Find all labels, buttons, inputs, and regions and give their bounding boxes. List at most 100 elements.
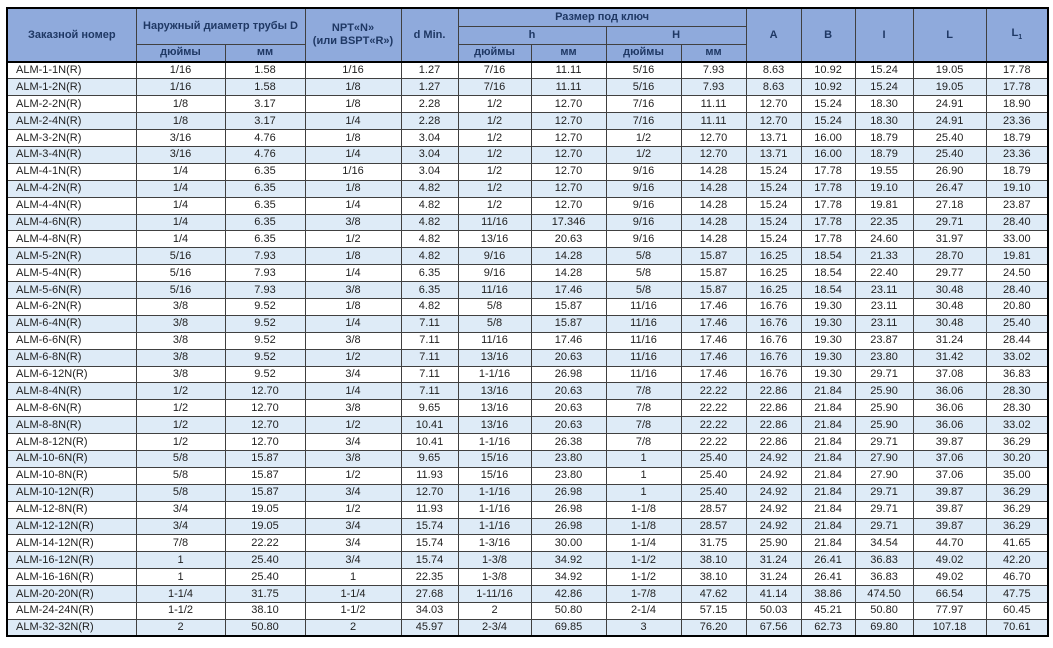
table-cell: 1-1/2 bbox=[135, 602, 226, 620]
table-cell: 5/16 bbox=[605, 61, 682, 80]
table-cell: 20.63 bbox=[530, 382, 607, 401]
table-cell: 11/16 bbox=[605, 314, 682, 333]
table-cell: 1-1/2 bbox=[304, 602, 402, 620]
table-cell: 30.48 bbox=[912, 297, 987, 316]
table-cell: 19.05 bbox=[224, 517, 306, 536]
table-cell: 17.78 bbox=[800, 196, 856, 215]
table-cell: 18.79 bbox=[985, 129, 1049, 147]
table-cell: 19.30 bbox=[800, 297, 856, 316]
table-cell: 1-3/8 bbox=[457, 568, 532, 587]
table-cell: 67.56 bbox=[745, 618, 802, 637]
table-cell: 14.28 bbox=[530, 247, 607, 266]
table-cell: 50.80 bbox=[854, 602, 914, 620]
table-row: ALM-3-4N(R) 3/16 4.76 1/4 3.04 1/2 12.70 1/2 12.… bbox=[6, 145, 1049, 164]
table-cell: 9.65 bbox=[400, 399, 459, 418]
table-cell: 16.25 bbox=[745, 264, 802, 283]
table-cell: 31.24 bbox=[745, 551, 802, 570]
table-row: ALM-12-12N(R) 3/4 19.05 3/4 15.74 1-1/16 26.98… bbox=[6, 517, 1049, 536]
table-cell: 19.10 bbox=[854, 179, 914, 198]
header-h-inches: дюймы bbox=[457, 43, 532, 63]
order-number-cell: ALM-6-2N(R) bbox=[6, 297, 137, 316]
table-cell: 12.70 bbox=[400, 483, 459, 502]
table-cell: 17.46 bbox=[680, 365, 747, 384]
order-number-cell: ALM-8-6N(R) bbox=[6, 399, 137, 418]
table-cell: 20.80 bbox=[985, 297, 1049, 316]
table-cell: 14.28 bbox=[530, 264, 607, 283]
table-cell: 39.87 bbox=[912, 500, 987, 519]
table-cell: 25.40 bbox=[985, 314, 1049, 333]
table-cell: 1-1/16 bbox=[457, 517, 532, 536]
table-cell: 15.87 bbox=[680, 281, 747, 299]
table-cell: 18.54 bbox=[800, 264, 856, 283]
table-cell: 50.80 bbox=[224, 618, 306, 637]
table-cell: 1/2 bbox=[304, 230, 402, 249]
table-cell: 3/8 bbox=[135, 314, 226, 333]
table-cell: 10.92 bbox=[800, 61, 856, 80]
table-cell: 1/2 bbox=[457, 162, 532, 181]
table-cell: 15.24 bbox=[800, 112, 856, 131]
table-cell: 36.29 bbox=[985, 517, 1049, 536]
fitting-dimensions-table: Заказной номер Наружный диаметр трубы D … bbox=[6, 7, 1050, 638]
table-cell: 25.40 bbox=[680, 449, 747, 468]
table-cell: 24.92 bbox=[745, 517, 802, 536]
table-cell: 25.90 bbox=[745, 534, 802, 553]
table-cell: 7/8 bbox=[605, 433, 682, 451]
table-row: ALM-24-24N(R) 1-1/2 38.10 1-1/2 34.03 2 50.80 2… bbox=[6, 602, 1049, 620]
table-cell: 107.18 bbox=[912, 618, 987, 637]
table-cell: 25.40 bbox=[224, 568, 306, 587]
table-cell: 7.11 bbox=[400, 348, 459, 367]
table-cell: 3/16 bbox=[135, 145, 226, 164]
table-cell: 12.70 bbox=[224, 433, 306, 451]
table-cell: 19.55 bbox=[854, 162, 914, 181]
table-cell: 4.82 bbox=[400, 230, 459, 249]
table-cell: 26.47 bbox=[912, 179, 987, 198]
table-cell: 19.05 bbox=[224, 500, 306, 519]
table-cell: 29.71 bbox=[854, 365, 914, 384]
table-cell: 27.68 bbox=[400, 585, 459, 603]
table-cell: 66.54 bbox=[912, 585, 987, 603]
table-cell: 31.24 bbox=[745, 568, 802, 587]
table-row: ALM-1-1N(R) 1/16 1.58 1/16 1.27 7/16 11.11 5/16… bbox=[6, 61, 1049, 80]
table-cell: 30.20 bbox=[985, 449, 1049, 468]
header-h-mm: мм bbox=[530, 43, 607, 63]
table-cell: 29.71 bbox=[854, 483, 914, 502]
table-cell: 1 bbox=[605, 483, 682, 502]
table-cell: 9.52 bbox=[224, 365, 306, 384]
table-cell: 36.06 bbox=[912, 399, 987, 418]
table-cell: 7.11 bbox=[400, 382, 459, 401]
table-cell: 27.90 bbox=[854, 449, 914, 468]
table-cell: 31.75 bbox=[224, 585, 306, 603]
table-cell: 15.87 bbox=[224, 449, 306, 468]
table-cell: 12.70 bbox=[224, 399, 306, 418]
order-number-cell: ALM-4-6N(R) bbox=[6, 213, 137, 232]
table-cell: 10.41 bbox=[400, 433, 459, 451]
table-cell: 30.00 bbox=[530, 534, 607, 553]
table-cell: 38.10 bbox=[224, 602, 306, 620]
table-header: Заказной номер Наружный диаметр трубы D … bbox=[6, 7, 1049, 63]
header-row-1: Заказной номер Наружный диаметр трубы D … bbox=[6, 7, 1049, 63]
table-cell: 41.14 bbox=[745, 585, 802, 603]
table-cell: 23.11 bbox=[854, 297, 914, 316]
table-cell: 39.87 bbox=[912, 483, 987, 502]
table-cell: 5/8 bbox=[605, 247, 682, 266]
table-cell: 38.10 bbox=[680, 551, 747, 570]
table-cell: 25.40 bbox=[912, 129, 987, 147]
table-cell: 7/16 bbox=[457, 61, 532, 80]
table-row: ALM-32-32N(R) 2 50.80 2 45.97 2-3/4 69.85 3 76.2… bbox=[6, 618, 1049, 637]
table-cell: 1-7/8 bbox=[605, 585, 682, 603]
table-cell: 22.22 bbox=[680, 399, 747, 418]
table-cell: 10.92 bbox=[800, 78, 856, 97]
table-cell: 1 bbox=[304, 568, 402, 587]
order-number-cell: ALM-4-4N(R) bbox=[6, 196, 137, 215]
table-cell: 21.84 bbox=[800, 517, 856, 536]
table-cell: 12.70 bbox=[680, 145, 747, 164]
table-cell: 27.90 bbox=[854, 466, 914, 485]
table-cell: 24.50 bbox=[985, 264, 1049, 283]
table-cell: 36.83 bbox=[854, 551, 914, 570]
table-cell: 4.82 bbox=[400, 179, 459, 198]
table-cell: 25.40 bbox=[224, 551, 306, 570]
table-cell: 17.46 bbox=[680, 348, 747, 367]
table-cell: 9.52 bbox=[224, 331, 306, 350]
table-cell: 1/8 bbox=[304, 179, 402, 198]
table-cell: 15.87 bbox=[224, 483, 306, 502]
